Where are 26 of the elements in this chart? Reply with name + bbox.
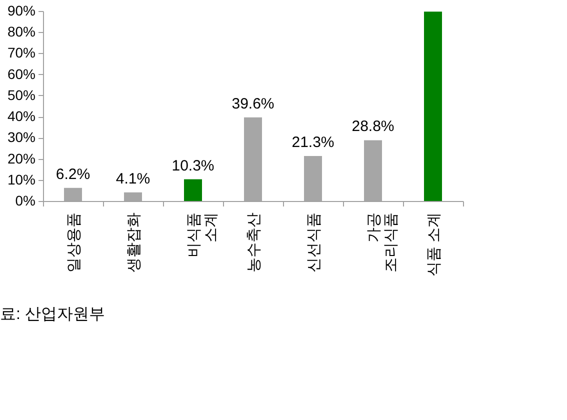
x-tick-label: 비식품 소계 [186,212,220,258]
text: 료: 산업자원부 [0,306,105,323]
y-tick-label: 60% [7,66,36,82]
bar [424,12,442,201]
data-label: 39.6% [232,95,274,112]
x-tick-label: 일상용품 [66,212,82,272]
data-label: 10.3% [172,157,214,174]
y-tick-label: 0% [15,192,36,208]
x-tick-label: 식품 소계 [426,212,442,277]
data-label: 4.1% [116,170,150,188]
y-tick-label: 30% [7,129,36,146]
y-tick-label: 20% [7,150,36,166]
data-label: 21.3% [292,134,334,152]
y-tick-label: 70% [7,44,36,61]
x-tick-label: 생활잡화 [126,212,142,272]
x-tick-label: 가공 조리식품 [366,212,400,272]
bar [184,179,202,201]
y-tick-label: 50% [7,86,36,103]
y-tick-label: 10% [7,171,36,188]
data-label: 6.2% [56,166,90,183]
data-label: 28.8% [352,118,394,136]
y-tick-label: 90% [7,2,36,18]
y-tick-label: 80% [7,24,36,40]
x-tick-label: 농수축산 [246,212,262,272]
y-tick-label: 40% [7,108,36,124]
x-tick-label: 신선식품 [306,212,322,272]
